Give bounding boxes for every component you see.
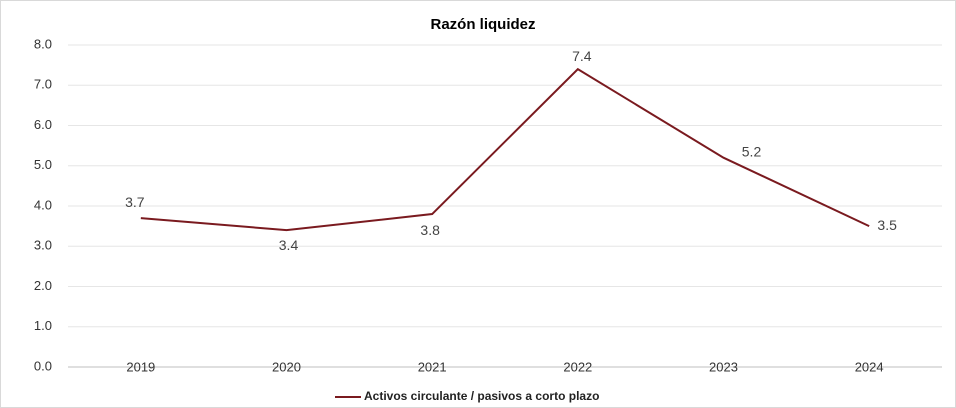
y-tick-label: 6.0 (34, 117, 52, 132)
y-tick-label: 3.0 (34, 238, 52, 253)
y-tick-label: 7.0 (34, 77, 52, 92)
x-tick-label: 2021 (418, 359, 447, 374)
data-label: 7.4 (572, 48, 592, 64)
y-tick-label: 2.0 (34, 278, 52, 293)
data-label: 3.8 (420, 222, 440, 238)
legend-label: Activos circulante / pasivos a corto pla… (364, 389, 599, 403)
y-tick-label: 4.0 (34, 197, 52, 212)
data-label: 5.2 (742, 143, 762, 159)
x-tick-label: 2022 (563, 359, 592, 374)
y-tick-label: 5.0 (34, 157, 52, 172)
x-tick-label: 2019 (126, 359, 155, 374)
x-tick-label: 2020 (272, 359, 301, 374)
data-label: 3.4 (279, 237, 299, 253)
data-label: 3.7 (125, 194, 145, 210)
data-label: 3.5 (877, 217, 897, 233)
y-tick-label: 8.0 (34, 36, 52, 51)
y-tick-label: 1.0 (34, 318, 52, 333)
y-tick-label: 0.0 (34, 358, 52, 373)
chart-title: Razón liquidez (431, 16, 536, 33)
x-tick-label: 2023 (709, 359, 738, 374)
x-tick-label: 2024 (855, 359, 884, 374)
data-line (140, 67, 870, 232)
